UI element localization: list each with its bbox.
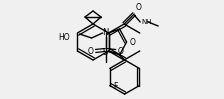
- Text: N: N: [102, 28, 109, 37]
- Text: HO: HO: [58, 32, 70, 41]
- Text: O: O: [88, 47, 94, 56]
- Text: O: O: [135, 3, 141, 12]
- Text: F: F: [113, 82, 117, 91]
- Text: S: S: [103, 48, 108, 57]
- Text: O: O: [130, 38, 136, 47]
- Text: NH: NH: [141, 19, 152, 25]
- Text: O: O: [118, 47, 123, 56]
